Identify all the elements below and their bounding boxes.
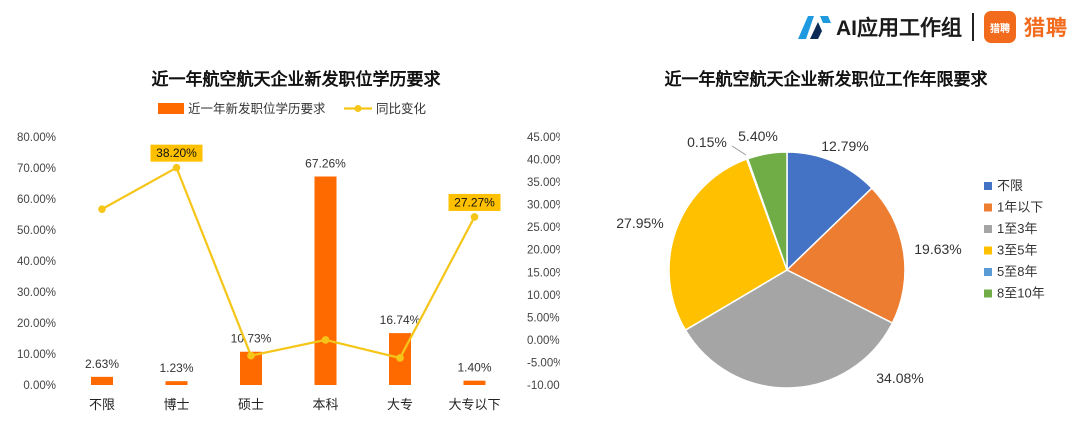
right-axis-tick: -5.00%	[527, 357, 560, 369]
left-axis-tick: 70.00%	[17, 163, 56, 175]
bar-value-label: 1.23%	[159, 361, 193, 375]
education-bar	[91, 376, 113, 385]
yoy-change-line	[101, 166, 476, 360]
header-logos: AI应用工作组 猎聘 猎聘	[796, 8, 1068, 46]
pie-slice	[746, 151, 788, 271]
education-bar	[463, 380, 486, 385]
pie-slice	[786, 151, 874, 272]
liepin-logo-icon: 猎聘	[984, 11, 1016, 43]
experience-chart-title: 近一年航空航天企业新发职位工作年限要求	[665, 69, 988, 89]
yoy-change-point	[396, 354, 404, 362]
right-axis-tick: 20.00%	[527, 245, 560, 257]
yoy-change-point	[172, 163, 181, 172]
category-label: 大专	[387, 397, 413, 412]
right-axis-tick: 35.00%	[527, 177, 560, 189]
pie-legend-swatch	[984, 225, 992, 233]
yoy-highlight-label: 27.27%	[454, 195, 495, 209]
category-label: 不限	[89, 397, 115, 412]
yoy-highlight-box	[448, 193, 501, 211]
legend-line-marker	[354, 105, 362, 112]
pie-legend-label: 5至8年	[997, 264, 1037, 279]
right-axis-tick: 25.00%	[527, 222, 560, 234]
left-axis-tick: 20.00%	[17, 318, 56, 330]
left-axis-tick: 0.00%	[23, 380, 56, 392]
pie-value-label: 34.08%	[876, 370, 923, 386]
education-bar	[240, 351, 262, 385]
right-axis-tick: 10.00%	[527, 290, 560, 302]
left-axis-tick: 50.00%	[17, 225, 56, 237]
education-chart-title: 近一年航空航天企业新发职位学历要求	[152, 69, 441, 89]
pie-legend-swatch	[984, 246, 992, 255]
legend-bar-swatch	[158, 103, 184, 114]
right-axis-tick: 5.00%	[527, 312, 560, 324]
yoy-change-point	[470, 213, 479, 221]
pie-slice	[785, 187, 906, 325]
pie-legend-label: 1至3年	[997, 221, 1037, 236]
yoy-change-point	[321, 336, 330, 344]
pie-value-label: 12.79%	[821, 138, 868, 154]
pie-value-label: 5.40%	[738, 128, 778, 144]
right-axis-tick: -10.00%	[527, 380, 560, 392]
right-axis-tick: 40.00%	[527, 155, 560, 167]
pie-leader-line	[731, 145, 747, 156]
category-label: 博士	[163, 397, 189, 412]
yoy-highlight-label: 38.20%	[156, 146, 197, 160]
pie-legend-label: 3至5年	[997, 243, 1037, 258]
ai-group-name: AI应用工作组	[836, 17, 962, 40]
right-axis-tick: 45.00%	[527, 132, 560, 144]
left-axis-tick: 30.00%	[17, 287, 56, 299]
logo-divider	[972, 13, 974, 41]
yoy-change-point	[247, 351, 255, 360]
legend-line-label: 同比变化	[376, 101, 427, 116]
pie-legend-label: 8至10年	[997, 286, 1045, 301]
bar-value-label: 16.74%	[380, 313, 421, 327]
pie-legend-swatch	[984, 182, 992, 190]
pie-legend-label: 1年以下	[997, 200, 1043, 215]
right-axis-tick: 30.00%	[527, 200, 560, 212]
education-bar	[314, 176, 337, 385]
left-axis-tick: 40.00%	[17, 256, 56, 268]
bar-value-label: 10.73%	[231, 332, 272, 346]
right-axis-tick: 15.00%	[527, 267, 560, 279]
experience-chart: 近一年航空航天企业新发职位工作年限要求 12.79% 19.63% 34.08% 27…	[616, 69, 1045, 389]
pie-slice	[668, 158, 788, 332]
pie-value-label: 27.95%	[616, 215, 663, 231]
pie-legend-label: 不限	[997, 178, 1023, 193]
ai-group-logo-icon	[798, 16, 831, 39]
right-axis-tick: 0.00%	[527, 335, 560, 347]
pie-value-label: 19.63%	[914, 241, 961, 257]
experience-chart-legend: 不限 1年以下 1至3年 3至5年 5至8年 8至10年	[984, 178, 1045, 301]
pie-value-label: 0.15%	[687, 134, 727, 150]
education-chart-legend: 近一年新发职位学历要求 同比变化	[158, 101, 427, 116]
category-label: 大专以下	[448, 397, 500, 412]
bar-value-label: 2.63%	[85, 357, 119, 371]
left-axis-tick: 80.00%	[17, 132, 56, 144]
legend-bar-label: 近一年新发职位学历要求	[188, 101, 326, 116]
bar-value-label: 1.40%	[457, 361, 491, 375]
category-label: 硕士	[238, 397, 264, 412]
left-axis-tick: 60.00%	[17, 194, 56, 206]
pie-legend-swatch	[984, 203, 992, 212]
education-bar	[165, 381, 188, 385]
pie-legend-swatch	[984, 268, 992, 276]
category-label: 本科	[312, 397, 338, 412]
bar-value-label: 67.26%	[305, 156, 346, 170]
yoy-change-point	[98, 205, 106, 213]
pie-legend-swatch	[984, 289, 992, 298]
left-axis-tick: 10.00%	[17, 349, 56, 361]
liepin-brand-name: 猎聘	[1024, 17, 1068, 40]
education-chart: 近一年航空航天企业新发职位学历要求 近一年新发职位学历要求 同比变化 0.00%…	[17, 69, 560, 412]
yoy-highlight-box	[150, 144, 203, 162]
